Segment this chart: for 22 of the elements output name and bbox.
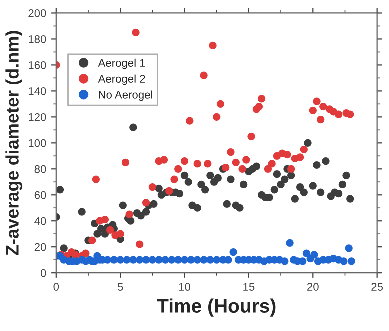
x-tick-label: 10 xyxy=(179,283,191,291)
y-tick-label: 60 xyxy=(34,191,46,200)
x-tick-label: 20 xyxy=(308,283,319,291)
x-tick-label: 25 xyxy=(372,283,384,291)
y-tick-label: 0 xyxy=(40,269,46,278)
y-tick-label: 40 xyxy=(34,217,46,226)
x-tick-label: 0 xyxy=(54,283,60,291)
y-axis-title: Z-average diameter (d.nm) xyxy=(6,31,23,256)
y-tick-label: 200 xyxy=(28,10,46,18)
legend-label: Aerogel 2 xyxy=(98,74,146,86)
y-tick-label: 20 xyxy=(34,243,46,252)
legend-label: Aerogel 1 xyxy=(98,58,146,70)
y-tick-label: 180 xyxy=(28,35,46,44)
x-tick-label: 15 xyxy=(244,283,255,291)
x-axis-title: Time (Hours) xyxy=(157,298,276,317)
x-tick-label: 5 xyxy=(118,283,124,291)
legend-label: No Aerogel xyxy=(99,90,152,102)
y-tick-label: 100 xyxy=(28,139,46,148)
y-tick-label: 140 xyxy=(28,87,46,96)
y-tick-label: 160 xyxy=(28,61,46,70)
y-tick-label: 120 xyxy=(28,113,46,122)
y-tick-label: 80 xyxy=(34,165,46,174)
